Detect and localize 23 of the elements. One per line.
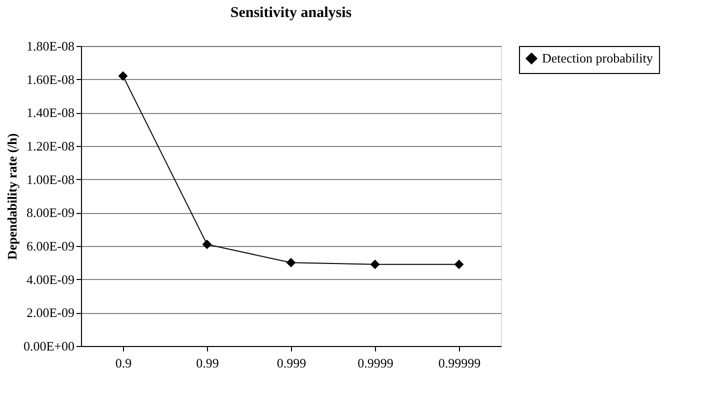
point — [454, 260, 464, 270]
x-tick-label: 0.9999 — [358, 356, 394, 370]
legend-label: Detection probability — [542, 50, 654, 66]
y-tick-label: 8.00E-09 — [26, 205, 74, 220]
y-tick-label: 6.00E-09 — [26, 238, 74, 254]
chart-title: Sensitivity analysis — [230, 5, 352, 21]
y-tick-label: 1.60E-08 — [26, 72, 74, 87]
x-tick-label: 0.999 — [276, 356, 306, 370]
x-tick-label: 0.9 — [115, 356, 132, 370]
y-tick-label: 1.80E-08 — [26, 38, 74, 54]
x-tick-label: 0.99999 — [438, 356, 481, 370]
y-tick-label: 1.00E-08 — [26, 172, 74, 187]
y-tick-label: 0.00E+00 — [23, 338, 74, 354]
point — [286, 258, 296, 268]
point — [370, 260, 380, 270]
y-tick-label: 1.40E-08 — [26, 105, 74, 120]
y-tick-label: 2.00E-09 — [26, 305, 74, 320]
y-tick-label: 4.00E-09 — [26, 272, 74, 287]
y-tick-label: 1.20E-08 — [26, 138, 74, 154]
point — [202, 240, 212, 250]
x-tick-label: 0.99 — [196, 356, 219, 370]
point — [118, 71, 128, 81]
y-axis-title: Dependability rate (/h) — [4, 133, 20, 260]
